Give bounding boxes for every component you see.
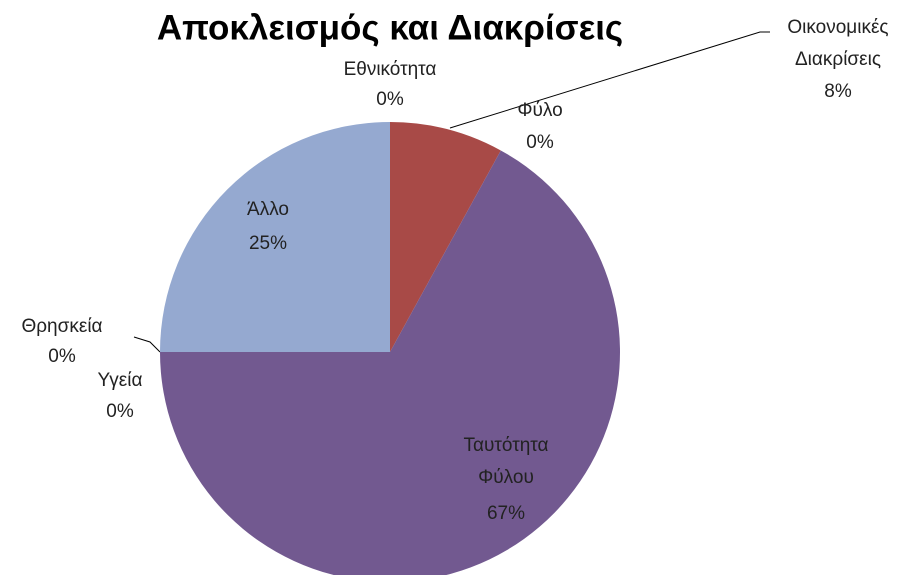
pie-slice: [160, 150, 620, 575]
slice-value-label: 8%: [824, 81, 852, 102]
slice-label: Ταυτότητα Φύλου: [464, 435, 549, 488]
slice-label: Άλλο: [247, 199, 289, 220]
slice-label: Υγεία: [98, 370, 143, 391]
slice-label: Θρησκεία: [21, 316, 102, 337]
slice-value-label: 25%: [249, 233, 287, 254]
leader-line: [133, 336, 161, 353]
slice-label: Φύλο: [517, 100, 562, 121]
chart-title: Αποκλεισμός και Διακρίσεις: [157, 8, 623, 47]
slice-value-label: 0%: [526, 132, 554, 153]
slice-value-label: 0%: [106, 401, 134, 422]
slice-label: Εθνικότητα: [344, 59, 437, 80]
slice-value-label: 0%: [48, 346, 76, 367]
pie-slice: [160, 122, 390, 352]
pie-slice: [390, 122, 501, 352]
leader-line: [449, 31, 770, 129]
slice-value-label: 0%: [376, 89, 404, 110]
slice-value-label: 67%: [487, 503, 525, 524]
slice-label: Οικονομικές Διακρίσεις: [787, 17, 888, 70]
